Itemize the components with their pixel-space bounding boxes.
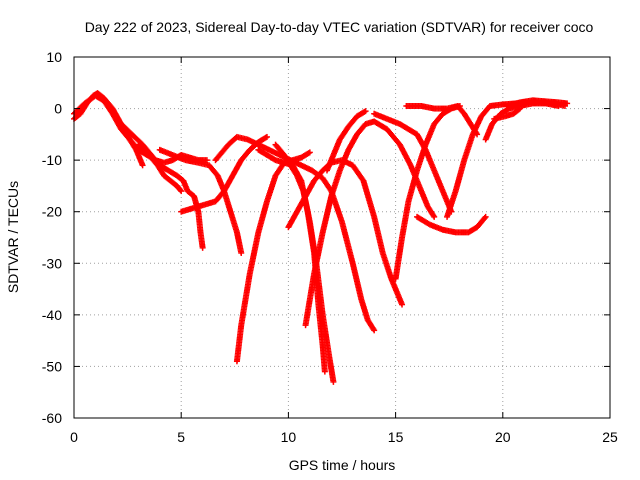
plot-frame bbox=[73, 56, 611, 419]
x-tick-label: 10 bbox=[281, 429, 297, 445]
y-tick-label: -40 bbox=[42, 307, 62, 323]
series-arc5 bbox=[156, 146, 245, 256]
series-arc21 bbox=[504, 97, 571, 109]
x-tick-label: 0 bbox=[70, 429, 78, 445]
x-tick-label: 25 bbox=[602, 429, 618, 445]
series-arc15 bbox=[392, 102, 463, 282]
series-arc2 bbox=[71, 92, 146, 169]
y-axis-label: SDTVAR / TECUs bbox=[5, 181, 21, 293]
y-tick-label: 0 bbox=[54, 101, 62, 117]
y-tick-label: 10 bbox=[46, 49, 62, 65]
x-tick-label: 5 bbox=[177, 429, 185, 445]
y-tick-label: -10 bbox=[42, 152, 62, 168]
plot-area bbox=[71, 90, 571, 385]
y-tick-label: -60 bbox=[42, 410, 62, 426]
series-arc6 bbox=[178, 133, 270, 215]
y-tick-label: -30 bbox=[42, 255, 62, 271]
series-arc20 bbox=[491, 105, 523, 122]
chart-title: Day 222 of 2023, Sidereal Day-to-day VTE… bbox=[85, 19, 594, 35]
series-arc11 bbox=[285, 157, 406, 308]
x-tick-label: 15 bbox=[388, 429, 404, 445]
series-arc4 bbox=[135, 141, 185, 195]
series-arc13 bbox=[323, 108, 369, 174]
y-tick-label: -20 bbox=[42, 204, 62, 220]
x-tick-label: 20 bbox=[495, 429, 511, 445]
x-axis-label: GPS time / hours bbox=[289, 457, 396, 473]
y-tick-label: -50 bbox=[42, 358, 62, 374]
axis-ticks: 0 5 10 15 20 25 10 0 -10 -20 -30 -40 -50 -60 bbox=[42, 49, 618, 445]
series-arc17 bbox=[414, 213, 489, 236]
